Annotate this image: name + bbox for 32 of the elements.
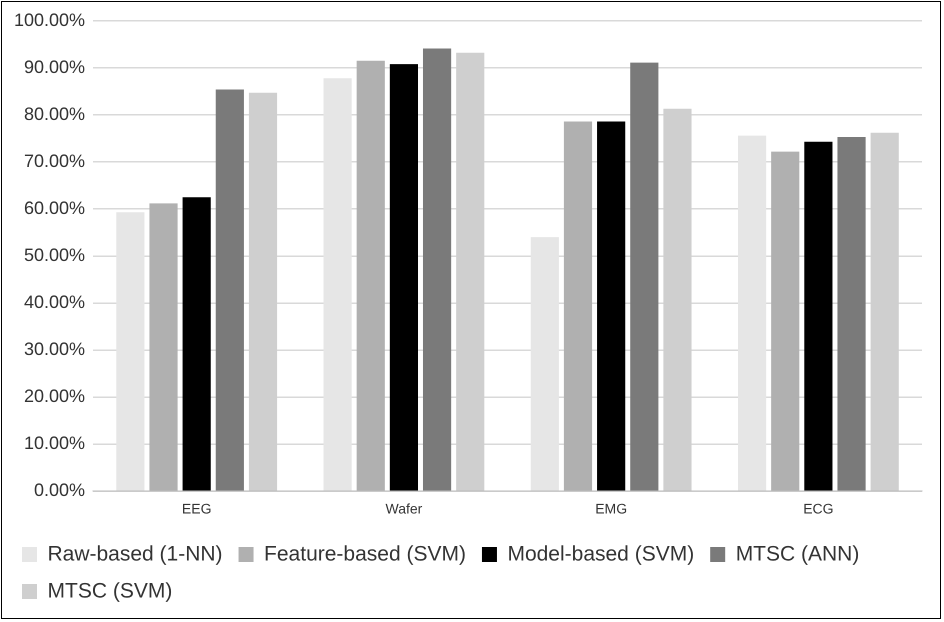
y-tick-label: 10.00% — [24, 433, 86, 454]
x-tick-label: EMG — [595, 500, 628, 516]
y-tick-label: 30.00% — [24, 339, 86, 360]
y-tick-label: 40.00% — [24, 292, 86, 312]
bar — [422, 48, 452, 490]
legend-label: Model-based (SVM) — [507, 542, 694, 566]
y-tick-label: 0.00% — [34, 480, 86, 500]
y-tick-label: 70.00% — [24, 150, 86, 171]
bar — [738, 136, 766, 490]
y-tick-label: 50.00% — [24, 244, 86, 265]
bar — [324, 78, 352, 490]
bar — [390, 64, 418, 490]
y-tick-label: 90.00% — [24, 56, 86, 77]
bar — [530, 237, 559, 490]
x-tick-label: ECG — [803, 500, 834, 516]
bar — [597, 121, 626, 490]
y-tick-label: 60.00% — [24, 198, 86, 218]
legend-label: MTSC (ANN) — [736, 542, 860, 566]
bar — [804, 142, 832, 490]
y-tick-label: 100.00% — [14, 10, 86, 30]
bar — [630, 62, 658, 490]
y-tick-label: 80.00% — [24, 104, 86, 124]
bar — [116, 212, 144, 490]
x-tick-label: EEG — [182, 500, 212, 516]
legend-label: Raw-based (1-NN) — [48, 542, 223, 566]
legend-label: Feature-based (SVM) — [264, 542, 466, 566]
legend-label: MTSC (SVM) — [48, 579, 172, 602]
bar — [182, 197, 211, 490]
y-tick-label: 20.00% — [24, 386, 86, 406]
bar — [216, 89, 244, 490]
x-tick-label: Wafer — [386, 500, 423, 516]
bar — [837, 136, 866, 490]
